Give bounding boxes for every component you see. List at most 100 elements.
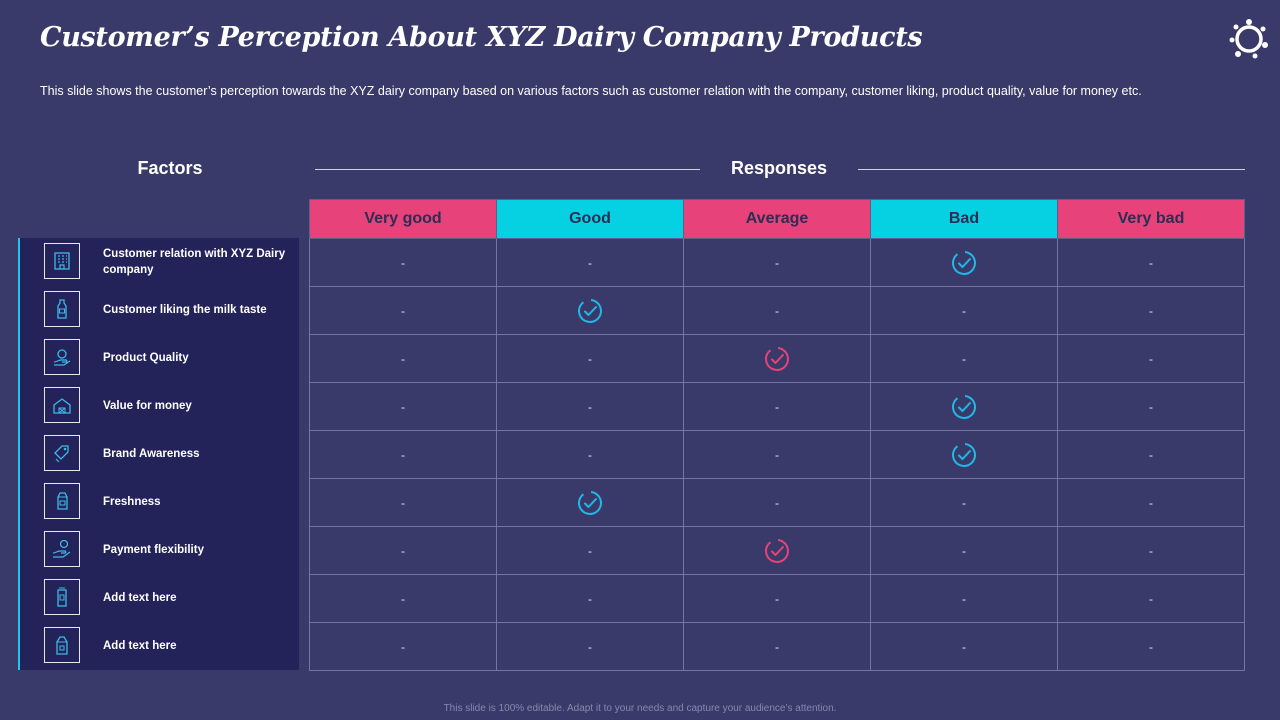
factor-row: Customer liking the milk taste <box>20 286 299 334</box>
checkmark-cell <box>870 382 1058 431</box>
empty-cell: - <box>1057 478 1245 527</box>
checkmark-icon <box>764 538 790 563</box>
factor-label: Payment flexibility <box>103 544 204 556</box>
empty-cell: - <box>496 430 684 479</box>
factor-row: Value for money <box>20 382 299 430</box>
empty-cell: - <box>683 286 871 335</box>
table-row: ---- <box>309 526 1245 575</box>
table-header-row: Very good Good Average Bad Very bad <box>309 199 1245 239</box>
checkmark-cell <box>496 478 684 527</box>
empty-cell: - <box>309 526 497 575</box>
milk-bottle-tall-icon <box>44 579 80 615</box>
empty-cell: - <box>870 574 1058 623</box>
empty-cell: - <box>309 478 497 527</box>
empty-cell: - <box>1057 286 1245 335</box>
empty-cell: - <box>1057 430 1245 479</box>
factor-row: Add text here <box>20 622 299 670</box>
empty-cell: - <box>496 382 684 431</box>
checkmark-cell <box>870 430 1058 479</box>
empty-cell: - <box>496 574 684 623</box>
responses-heading-group: Responses <box>315 158 1245 182</box>
table-row: ---- <box>309 382 1245 431</box>
empty-cell: - <box>1057 334 1245 383</box>
empty-cell: - <box>683 478 871 527</box>
empty-cell: - <box>870 622 1058 671</box>
checkmark-icon <box>951 250 977 275</box>
factors-panel: Customer relation with XYZ Dairy company… <box>18 238 299 670</box>
column-header-good: Good <box>496 199 684 239</box>
milk-box-icon <box>44 627 80 663</box>
divider-right <box>858 169 1245 170</box>
payment-hand-icon <box>44 531 80 567</box>
factor-label: Brand Awareness <box>103 448 200 460</box>
factor-label: Customer liking the milk taste <box>103 304 267 316</box>
column-header-average: Average <box>683 199 871 239</box>
checkmark-icon <box>577 490 603 515</box>
checkmark-cell <box>683 334 871 383</box>
column-header-very-bad: Very bad <box>1057 199 1245 239</box>
milk-carton-icon <box>44 483 80 519</box>
responses-table: Very good Good Average Bad Very bad --------… <box>309 199 1245 671</box>
factor-label: Value for money <box>103 400 192 412</box>
column-header-very-good: Very good <box>309 199 497 239</box>
farm-barn-icon <box>44 387 80 423</box>
factor-row: Product Quality <box>20 334 299 382</box>
checkmark-icon <box>577 298 603 323</box>
empty-cell: - <box>683 622 871 671</box>
empty-cell: - <box>496 334 684 383</box>
empty-cell: - <box>870 526 1058 575</box>
checkmark-icon <box>764 346 790 371</box>
slide-subtitle: This slide shows the customer’s percepti… <box>40 84 1142 98</box>
empty-cell: - <box>683 238 871 287</box>
table-row: ---- <box>309 478 1245 527</box>
factor-label: Add text here <box>103 640 177 652</box>
milk-bottle-icon <box>44 291 80 327</box>
empty-cell: - <box>1057 238 1245 287</box>
footer-note: This slide is 100% editable. Adapt it to… <box>443 703 837 714</box>
factor-label: Product Quality <box>103 352 189 364</box>
brand-tag-icon <box>44 435 80 471</box>
checkmark-icon <box>951 394 977 419</box>
factor-row: Add text here <box>20 574 299 622</box>
empty-cell: - <box>870 286 1058 335</box>
empty-cell: - <box>309 382 497 431</box>
table-row: ----- <box>309 622 1245 671</box>
table-row: ---- <box>309 238 1245 287</box>
empty-cell: - <box>683 430 871 479</box>
empty-cell: - <box>870 334 1058 383</box>
factor-label: Freshness <box>103 496 161 508</box>
empty-cell: - <box>309 430 497 479</box>
empty-cell: - <box>496 622 684 671</box>
divider-left <box>315 169 700 170</box>
slide-title: Customer’s Perception About XYZ Dairy Co… <box>40 22 923 53</box>
building-icon <box>44 243 80 279</box>
empty-cell: - <box>309 286 497 335</box>
empty-cell: - <box>496 526 684 575</box>
factor-row: Customer relation with XYZ Dairy company <box>20 238 299 286</box>
empty-cell: - <box>309 238 497 287</box>
empty-cell: - <box>683 574 871 623</box>
empty-cell: - <box>1057 526 1245 575</box>
factors-heading: Factors <box>137 158 203 178</box>
factor-row: Freshness <box>20 478 299 526</box>
checkmark-icon <box>951 442 977 467</box>
empty-cell: - <box>1057 574 1245 623</box>
factor-row: Brand Awareness <box>20 430 299 478</box>
table-row: ---- <box>309 430 1245 479</box>
empty-cell: - <box>309 334 497 383</box>
empty-cell: - <box>1057 622 1245 671</box>
gear-logo-icon <box>1229 19 1268 59</box>
empty-cell: - <box>309 622 497 671</box>
empty-cell: - <box>1057 382 1245 431</box>
checkmark-cell <box>496 286 684 335</box>
responses-heading: Responses <box>730 158 828 178</box>
table-row: ----- <box>309 574 1245 623</box>
empty-cell: - <box>309 574 497 623</box>
empty-cell: - <box>496 238 684 287</box>
factor-label: Add text here <box>103 592 177 604</box>
table-row: ---- <box>309 334 1245 383</box>
factor-label: Customer relation with XYZ Dairy company <box>103 248 286 276</box>
table-row: ---- <box>309 286 1245 335</box>
empty-cell: - <box>870 478 1058 527</box>
column-header-bad: Bad <box>870 199 1058 239</box>
